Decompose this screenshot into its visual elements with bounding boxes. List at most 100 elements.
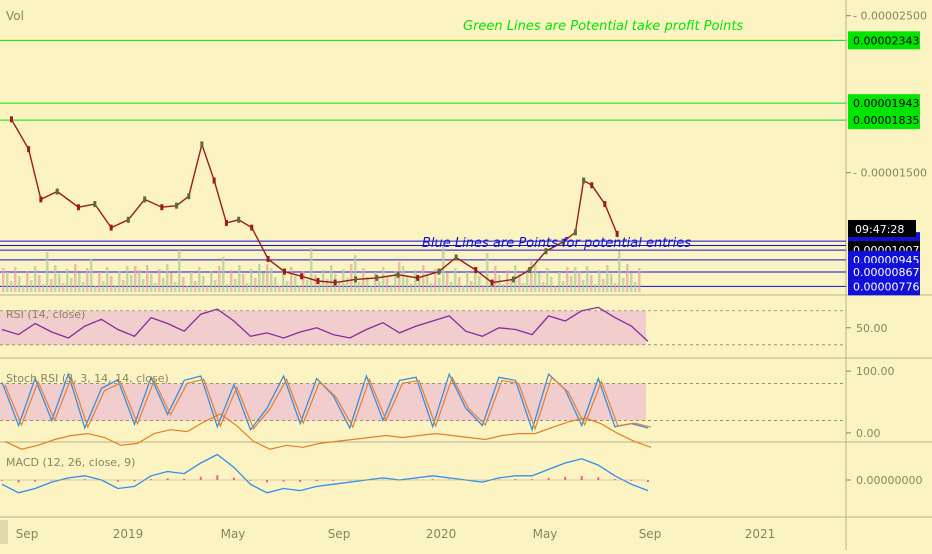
macd-histogram-bar xyxy=(614,479,616,480)
volume-bar xyxy=(22,285,25,292)
volume-bar xyxy=(582,280,585,292)
price-candle xyxy=(77,204,80,210)
price-candle xyxy=(397,272,400,278)
volume-bar xyxy=(170,273,173,292)
volume-bar xyxy=(338,283,341,292)
volume-bar xyxy=(634,282,637,292)
time-axis-marker xyxy=(0,520,8,544)
price-candle xyxy=(187,193,190,199)
volume-bar xyxy=(546,268,549,292)
volume-bar xyxy=(330,265,333,292)
volume-bar xyxy=(254,278,257,292)
macd-histogram-bar xyxy=(332,480,334,481)
volume-bar xyxy=(10,281,13,292)
volume-bar xyxy=(562,281,565,292)
volume-bar xyxy=(258,264,261,292)
price-candle xyxy=(603,201,606,207)
volume-bar xyxy=(122,280,125,292)
volume-bar xyxy=(158,269,161,292)
volume-bar xyxy=(350,264,353,292)
volume-bar xyxy=(110,276,113,292)
volume-bar xyxy=(602,279,605,292)
volume-bar xyxy=(18,276,21,292)
volume-bar xyxy=(630,273,633,292)
indicator-band xyxy=(0,383,646,420)
price-candle xyxy=(437,269,440,275)
volume-bar xyxy=(470,281,473,292)
price-candle xyxy=(127,217,130,223)
time-axis-label: Sep xyxy=(328,527,351,541)
indicator-axis-label: 0.00000000 xyxy=(856,474,922,487)
volume-bar xyxy=(214,280,217,292)
volume-bar xyxy=(282,272,285,292)
volume-bar xyxy=(206,285,209,292)
volume-bar xyxy=(394,271,397,292)
volume-bar xyxy=(154,283,157,292)
time-axis-label: 2019 xyxy=(113,527,144,541)
volume-bar xyxy=(42,284,45,292)
volume-bar xyxy=(310,248,313,292)
macd-histogram-bar xyxy=(316,480,318,481)
macd-histogram-bar xyxy=(18,480,20,482)
volume-bar xyxy=(462,286,465,292)
volume-bar xyxy=(186,286,189,292)
price-candle xyxy=(10,116,13,122)
volume-bar xyxy=(210,271,213,292)
volume-bar xyxy=(318,284,321,292)
volume-bar xyxy=(202,276,205,292)
volume-bar xyxy=(38,275,41,292)
macd-histogram-bar xyxy=(283,480,285,482)
volume-bar xyxy=(550,277,553,292)
indicator-axis-label: 100.00 xyxy=(856,365,895,378)
macd-histogram-bar xyxy=(581,476,583,480)
annotation-take-profit: Green Lines are Potential take profit Po… xyxy=(463,19,743,34)
volume-bar xyxy=(606,265,609,292)
price-candle xyxy=(334,280,337,286)
volume-bar xyxy=(590,275,593,292)
green-level-label: 0.00002343 xyxy=(853,34,919,47)
macd-histogram-bar xyxy=(564,477,566,480)
volume-bar xyxy=(274,277,277,292)
volume-bar xyxy=(414,270,417,292)
price-candle xyxy=(491,280,494,286)
price-candle xyxy=(300,273,303,279)
price-candle xyxy=(213,178,216,184)
price-candle xyxy=(512,276,515,282)
volume-bar xyxy=(130,275,133,292)
price-candle xyxy=(267,256,270,262)
price-candle xyxy=(143,196,146,202)
volume-bar xyxy=(46,252,49,292)
volume-bar xyxy=(566,267,569,292)
volume-bar xyxy=(90,259,93,292)
volume-bar xyxy=(86,268,89,292)
price-candle xyxy=(474,267,477,273)
volume-bar xyxy=(234,279,237,292)
volume-bar xyxy=(410,284,413,292)
volume-bar xyxy=(238,265,241,292)
macd-histogram-bar xyxy=(597,477,599,480)
volume-bar xyxy=(74,264,77,292)
volume-bar xyxy=(270,268,273,292)
volume-bar xyxy=(218,266,221,292)
volume-bar xyxy=(266,264,269,292)
volume-bar xyxy=(486,253,489,292)
volume-bar xyxy=(242,274,245,292)
price-candle xyxy=(590,182,593,188)
price-candle xyxy=(56,189,59,195)
volume-bar xyxy=(182,277,185,292)
volume-bar xyxy=(438,278,441,292)
price-candle xyxy=(574,229,577,235)
indicator-axis-label: 0.00 xyxy=(856,427,881,440)
volume-bar xyxy=(106,267,109,292)
volume-bar xyxy=(294,276,297,292)
volume-bar xyxy=(422,265,425,292)
volume-bar xyxy=(326,279,329,292)
volume-bar xyxy=(622,278,625,292)
stoch-legend: Stoch RSI (3, 3, 14, 14, close) xyxy=(6,372,169,385)
volume-bar xyxy=(554,286,557,292)
volume-bar xyxy=(530,260,533,292)
volume-bar xyxy=(450,282,453,292)
macd-histogram-bar xyxy=(514,479,516,480)
